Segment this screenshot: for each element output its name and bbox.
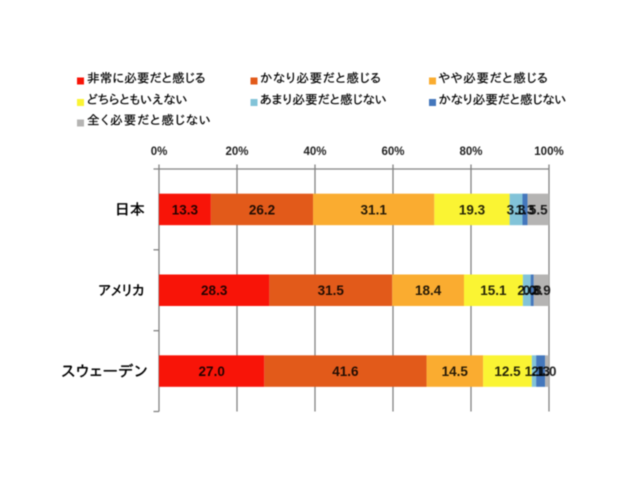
svg-text:20%: 20% bbox=[225, 146, 248, 158]
svg-text:60%: 60% bbox=[381, 146, 404, 158]
svg-text:2.0: 2.0 bbox=[517, 283, 536, 298]
svg-text:0%: 0% bbox=[151, 146, 168, 158]
svg-text:1.0: 1.0 bbox=[538, 364, 557, 379]
svg-text:26.2: 26.2 bbox=[249, 202, 275, 217]
svg-text:15.1: 15.1 bbox=[480, 283, 507, 298]
svg-text:31.5: 31.5 bbox=[318, 283, 345, 298]
svg-text:5.5: 5.5 bbox=[529, 202, 548, 217]
svg-text:27.0: 27.0 bbox=[199, 364, 225, 379]
svg-text:19.3: 19.3 bbox=[459, 202, 486, 217]
svg-text:41.6: 41.6 bbox=[332, 364, 359, 379]
svg-text:18.4: 18.4 bbox=[415, 283, 442, 298]
svg-text:0.8: 0.8 bbox=[523, 283, 542, 298]
svg-text:3.3: 3.3 bbox=[507, 202, 526, 217]
svg-text:100%: 100% bbox=[534, 146, 563, 158]
svg-text:40%: 40% bbox=[303, 146, 326, 158]
svg-text:3.9: 3.9 bbox=[532, 283, 551, 298]
svg-text:31.1: 31.1 bbox=[361, 202, 388, 217]
svg-text:80%: 80% bbox=[459, 146, 482, 158]
svg-text:13.3: 13.3 bbox=[172, 202, 199, 217]
svg-text:1.1: 1.1 bbox=[525, 364, 544, 379]
svg-text:28.3: 28.3 bbox=[201, 283, 228, 298]
svg-text:1.3: 1.3 bbox=[516, 202, 535, 217]
svg-text:2.3: 2.3 bbox=[531, 364, 550, 379]
svg-text:12.5: 12.5 bbox=[494, 364, 521, 379]
svg-text:14.5: 14.5 bbox=[442, 364, 469, 379]
